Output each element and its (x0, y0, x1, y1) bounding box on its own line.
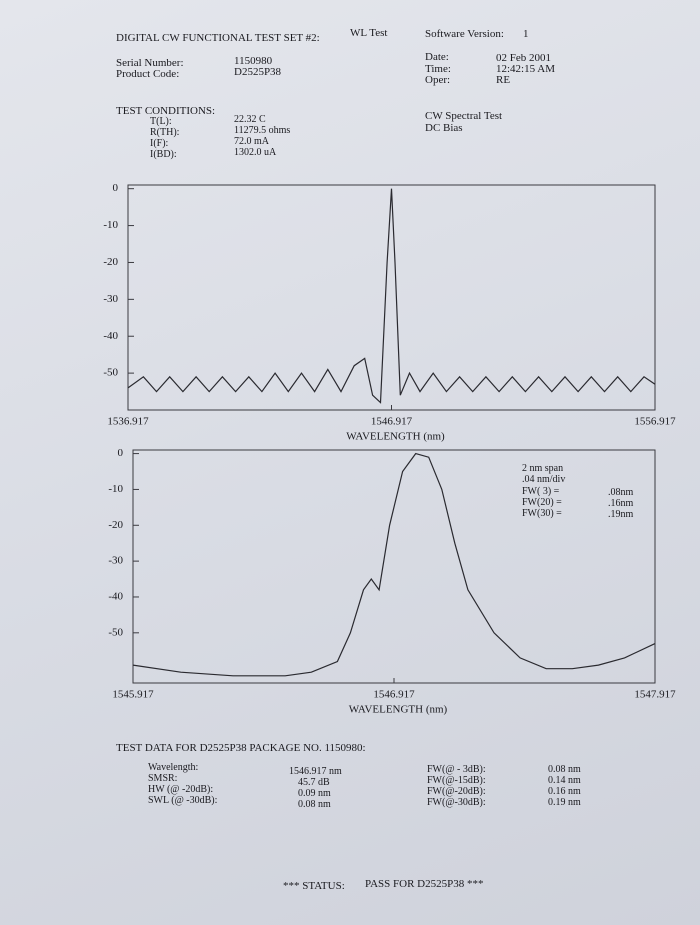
condition-value: 11279.5 ohms (234, 125, 291, 136)
conditions-title: TEST CONDITIONS: (116, 105, 216, 117)
software-version: 1 (523, 28, 529, 40)
x-tick-label: 1546.917 (373, 689, 415, 701)
software-label: Software Version: (425, 28, 504, 40)
x-tick-label: 1547.917 (634, 689, 676, 701)
y-tick-label: -10 (108, 483, 123, 495)
x-tick-label: 1536.917 (107, 416, 149, 428)
x-axis-title: WAVELENGTH (nm) (349, 704, 448, 716)
test-data-value: 45.7 dB (298, 777, 330, 788)
fw-label: FW( 3) = (522, 486, 560, 497)
spectrum-line (127, 188, 656, 404)
test-name: WL Test (350, 27, 388, 39)
test-data-value: 0.14 nm (548, 775, 581, 786)
test-data-label: FW(@-20dB): (427, 786, 486, 797)
info-label: Serial Number: (116, 57, 184, 69)
info-value: D2525P38 (234, 66, 282, 78)
condition-label: I(BD): (150, 149, 177, 160)
fw-label: FW(20) = (522, 497, 562, 508)
y-tick-label: -40 (108, 591, 123, 603)
y-tick-label: -30 (108, 555, 123, 567)
test-data-label: SMSR: (148, 773, 178, 784)
test-data-title: TEST DATA FOR D2525P38 PACKAGE NO. 11509… (116, 742, 366, 754)
test-data-label: FW(@-15dB): (427, 775, 486, 786)
test-data-label: HW (@ -20dB): (148, 784, 214, 795)
plot-frame (127, 184, 656, 411)
test-data-value: 0.08 nm (548, 764, 581, 775)
y-tick-label: 0 (118, 447, 124, 459)
test-data-value: 0.19 nm (548, 797, 581, 808)
test-data-label: SWL (@ -30dB): (148, 795, 218, 806)
condition-label: R(TH): (150, 127, 180, 138)
x-axis-title: WAVELENGTH (nm) (346, 431, 445, 443)
test-data-label: FW(@ - 3dB): (427, 764, 486, 775)
fw-value: .08nm (608, 487, 634, 498)
info-label: Time: (425, 63, 451, 75)
x-tick-label: 1556.917 (634, 416, 676, 428)
report-title: DIGITAL CW FUNCTIONAL TEST SET #2: (116, 32, 320, 44)
y-tick-label: -20 (108, 519, 123, 531)
test-data-value: 0.16 nm (548, 786, 581, 797)
test-data-value: 1546.917 nm (289, 766, 342, 777)
chart-annotation: .04 nm/div (522, 474, 566, 485)
info-value: 12:42:15 AM (496, 63, 555, 75)
fw-value: .19nm (608, 509, 634, 520)
status-prefix: *** STATUS: (283, 880, 345, 892)
status-result: PASS FOR D2525P38 *** (365, 878, 484, 890)
info-value: 02 Feb 2001 (496, 52, 551, 64)
test-data-label: Wavelength: (148, 762, 199, 773)
test-data-value: 0.09 nm (298, 788, 331, 799)
fw-value: .16nm (608, 498, 634, 509)
y-tick-label: 0 (113, 182, 119, 194)
info-value: 1150980 (234, 55, 273, 67)
y-tick-label: -10 (103, 219, 118, 231)
test-data-value: 0.08 nm (298, 799, 331, 810)
plot-frame (132, 449, 656, 684)
y-tick-label: -50 (103, 367, 118, 379)
condition-note: CW Spectral Test (425, 110, 503, 122)
condition-label: I(F): (150, 138, 169, 149)
condition-note: DC Bias (425, 122, 463, 134)
fw-label: FW(30) = (522, 508, 562, 519)
condition-value: 72.0 mA (234, 136, 269, 147)
condition-value: 1302.0 uA (234, 147, 277, 158)
condition-label: T(L): (150, 116, 172, 127)
y-tick-label: -50 (108, 626, 123, 638)
chart-annotation: 2 nm span (522, 463, 564, 474)
y-tick-label: -20 (103, 256, 118, 268)
x-tick-label: 1546.917 (371, 416, 413, 428)
condition-value: 22.32 C (234, 114, 266, 125)
x-tick-label: 1545.917 (112, 689, 154, 701)
info-label: Product Code: (116, 68, 180, 80)
spectrum-line (132, 452, 656, 677)
y-tick-label: -30 (103, 293, 118, 305)
info-value: RE (496, 74, 511, 86)
info-label: Oper: (425, 74, 451, 86)
test-data-label: FW(@-30dB): (427, 797, 486, 808)
info-label: Date: (425, 51, 449, 63)
y-tick-label: -40 (103, 330, 118, 342)
